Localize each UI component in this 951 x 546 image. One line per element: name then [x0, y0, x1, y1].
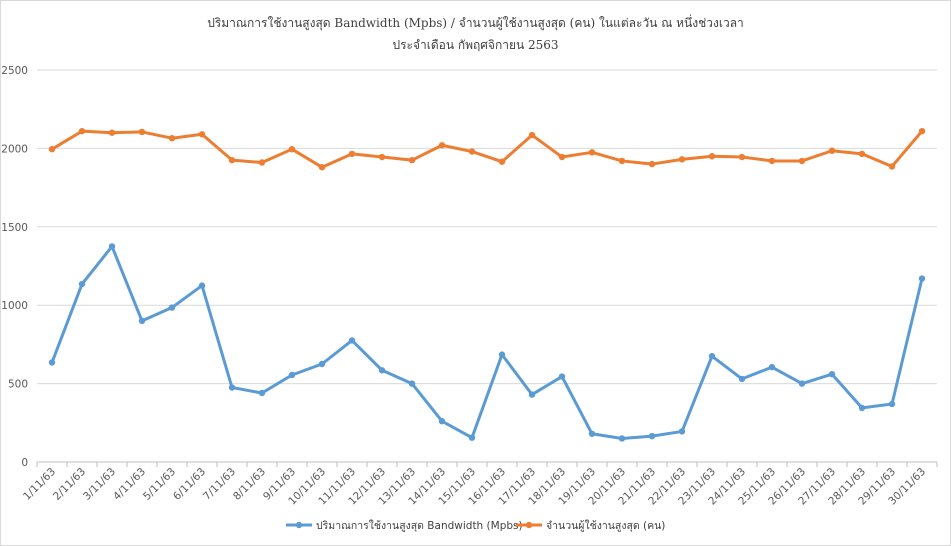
data-point — [828, 370, 836, 378]
data-point — [258, 159, 266, 166]
data-point — [288, 371, 296, 379]
y-tick-label: 1500 — [1, 222, 28, 234]
data-point — [318, 360, 326, 368]
gridlines — [37, 69, 937, 385]
data-point — [498, 351, 506, 358]
data-point — [318, 164, 326, 171]
data-point — [408, 156, 416, 164]
data-point — [108, 129, 116, 136]
data-point — [468, 434, 476, 441]
data-point — [918, 127, 926, 135]
data-point — [648, 160, 656, 168]
data-point — [888, 400, 896, 408]
data-point — [48, 359, 56, 366]
data-point — [678, 156, 686, 163]
legend: ปริมาณการใช้งานสูงสุด Bandwidth (Mpbs) จำ… — [286, 519, 665, 532]
data-point — [648, 432, 656, 440]
data-point — [258, 389, 266, 397]
data-point — [708, 153, 716, 160]
series-group — [48, 127, 926, 442]
data-point — [558, 153, 566, 161]
chart-title: ปริมาณการใช้งานสูงสุด Bandwidth (Mpbs) /… — [207, 14, 744, 31]
data-point — [828, 147, 836, 154]
series-line — [50, 129, 924, 169]
series-line — [50, 244, 924, 440]
series-2 — [48, 127, 926, 171]
data-point — [588, 149, 596, 156]
data-point — [498, 158, 506, 165]
data-point — [858, 404, 866, 412]
y-axis: 0 500 1000 1500 2000 2500 — [1, 65, 28, 469]
data-point — [108, 243, 116, 250]
legend-marker — [295, 521, 303, 529]
legend-marker — [525, 521, 533, 529]
series-1 — [48, 243, 926, 442]
data-point — [408, 380, 416, 387]
data-point — [798, 157, 806, 165]
data-point — [78, 280, 86, 288]
y-tick-label: 0 — [21, 457, 28, 469]
y-tick-label: 500 — [8, 379, 28, 391]
data-point — [198, 131, 206, 138]
data-point — [438, 418, 446, 425]
data-point — [378, 153, 386, 161]
data-point — [378, 367, 386, 374]
data-point — [48, 145, 56, 153]
data-point — [528, 391, 536, 398]
data-point — [888, 163, 896, 170]
data-point — [738, 153, 746, 161]
data-point — [468, 148, 476, 155]
data-point — [798, 380, 806, 387]
data-point — [678, 428, 686, 435]
legend-item: จำนวนผู้ใช้งานสูงสุด (คน) — [516, 519, 665, 532]
data-point — [708, 352, 716, 360]
data-point — [738, 375, 746, 383]
data-point — [768, 157, 776, 165]
y-tick-label: 2500 — [1, 65, 28, 77]
data-point — [228, 384, 236, 391]
y-tick-label: 2000 — [1, 143, 28, 155]
data-point — [858, 150, 866, 158]
data-point — [228, 156, 236, 164]
data-point — [768, 363, 776, 371]
data-point — [168, 135, 176, 142]
data-point — [528, 131, 536, 139]
data-point — [288, 145, 296, 153]
data-point — [138, 317, 146, 325]
legend-label: จำนวนผู้ใช้งานสูงสุด (คน) — [546, 519, 665, 532]
data-point — [558, 373, 566, 380]
legend-item: ปริมาณการใช้งานสูงสุด Bandwidth (Mpbs) — [286, 519, 523, 532]
data-point — [348, 337, 356, 344]
data-point — [348, 150, 356, 158]
y-tick-label: 1000 — [1, 300, 28, 312]
data-point — [198, 282, 206, 289]
data-point — [78, 127, 86, 135]
data-point — [168, 304, 176, 311]
data-point — [588, 430, 596, 437]
data-point — [438, 142, 446, 149]
legend-label: ปริมาณการใช้งานสูงสุด Bandwidth (Mpbs) — [316, 519, 523, 532]
data-point — [618, 157, 626, 165]
data-point — [138, 128, 146, 136]
chart-subtitle: ประจำเดือน กัพฤศจิกายน 2563 — [392, 38, 558, 52]
data-point — [918, 275, 926, 282]
data-point — [618, 435, 626, 442]
